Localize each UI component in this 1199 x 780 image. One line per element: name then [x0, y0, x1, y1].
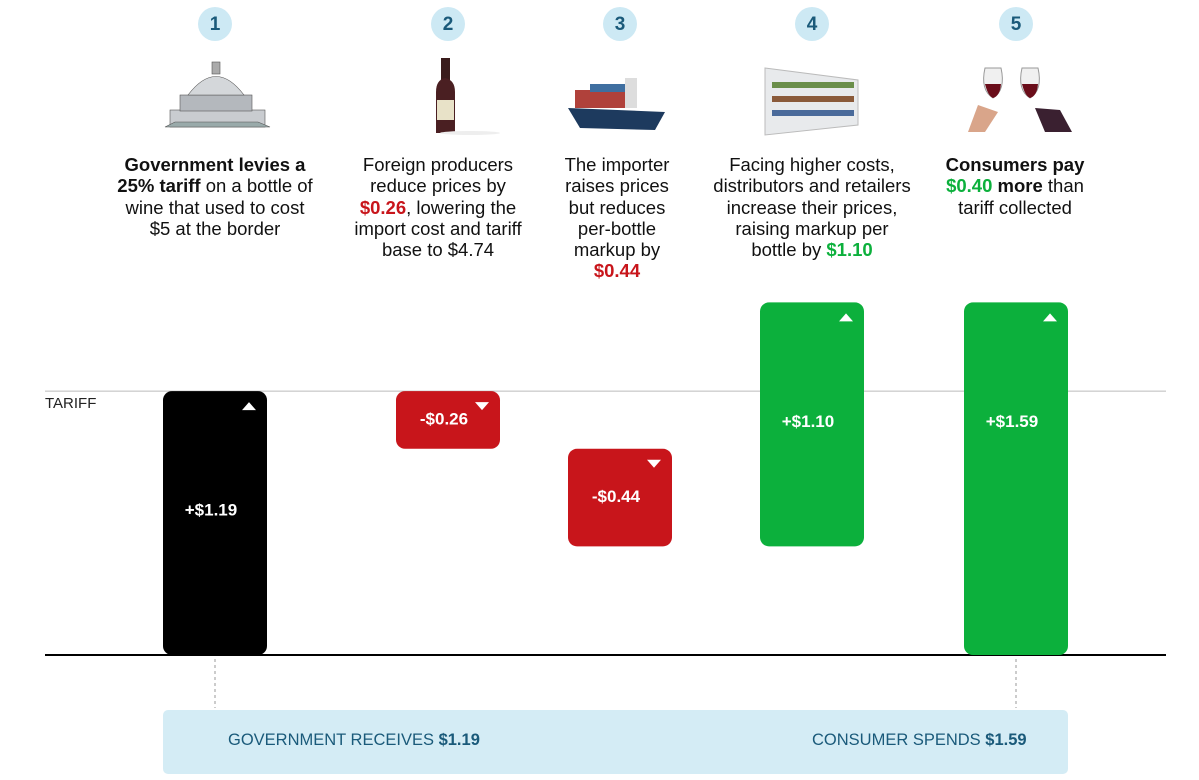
step-badge — [795, 7, 829, 41]
desc-text: $0.26 — [359, 196, 407, 218]
desc-text: Facing higher costs, distributors and re… — [713, 154, 911, 261]
desc-text: Government levies a 25% tariff — [117, 154, 306, 197]
desc-text: than tariff collected — [958, 175, 1084, 218]
bar — [163, 391, 267, 655]
step-badge — [603, 7, 637, 41]
desc-text: on a bottle of wine that used to cost $5… — [125, 175, 313, 239]
step-description: Consumers pay $0.40 more than tariff col… — [935, 154, 1095, 218]
value-label: +$1.59 — [986, 412, 1038, 431]
summary-consumer: CONSUMER SPENDS $1.59 — [812, 731, 1027, 750]
desc-text: $1.10 — [826, 239, 873, 261]
direction-arrow — [242, 402, 256, 411]
bottle-icon — [436, 58, 500, 135]
value-label: -$0.44 — [592, 487, 641, 506]
step-badge — [431, 7, 465, 41]
summary-value: $1.59 — [985, 731, 1027, 749]
glasses-icon — [968, 67, 1072, 132]
desc-text: , lowering the import cost and tariff ba… — [354, 196, 522, 261]
value-label: +$1.10 — [782, 412, 834, 431]
step-description: Foreign producers reduce prices by $0.26… — [345, 154, 531, 260]
direction-arrow — [839, 313, 853, 322]
step-badge — [198, 7, 232, 41]
direction-arrow — [647, 459, 661, 468]
desc-text: The importer raises prices but reduces p… — [564, 154, 670, 261]
step-description: Facing higher costs, distributors and re… — [712, 154, 912, 260]
desc-text: $0.40 — [946, 175, 993, 197]
bar — [568, 448, 672, 547]
summary-label: GOVERNMENT RECEIVES — [228, 731, 439, 749]
step-description: Government levies a 25% tariff on a bott… — [115, 154, 315, 239]
bar — [964, 302, 1068, 655]
desc-text: Foreign producers reduce prices by — [362, 154, 514, 197]
capitol-icon — [164, 61, 271, 128]
summary-label: CONSUMER SPENDS — [812, 731, 986, 749]
summary-box — [163, 710, 1068, 774]
direction-arrow — [1043, 313, 1057, 322]
direction-arrow — [475, 402, 489, 411]
step-number: 4 — [807, 14, 818, 35]
step-number: 5 — [1011, 14, 1022, 35]
step-number: 1 — [210, 14, 221, 35]
desc-text: Consumers pay — [945, 154, 1085, 175]
reference-label: TARIFF — [45, 395, 97, 412]
ship-icon — [568, 78, 665, 130]
bar — [760, 302, 864, 547]
step-description: The importer raises prices but reduces p… — [550, 154, 684, 282]
summary-government: GOVERNMENT RECEIVES $1.19 — [228, 731, 480, 750]
desc-text: $0.44 — [593, 260, 641, 282]
shelf-icon — [764, 67, 859, 136]
step-badge — [999, 7, 1033, 41]
step-number: 2 — [443, 14, 454, 35]
summary-value: $1.19 — [438, 731, 480, 749]
value-label: +$1.19 — [185, 501, 237, 520]
step-number: 3 — [615, 14, 626, 35]
value-label: -$0.26 — [420, 409, 468, 428]
desc-text: more — [992, 175, 1043, 197]
bar — [396, 391, 500, 449]
